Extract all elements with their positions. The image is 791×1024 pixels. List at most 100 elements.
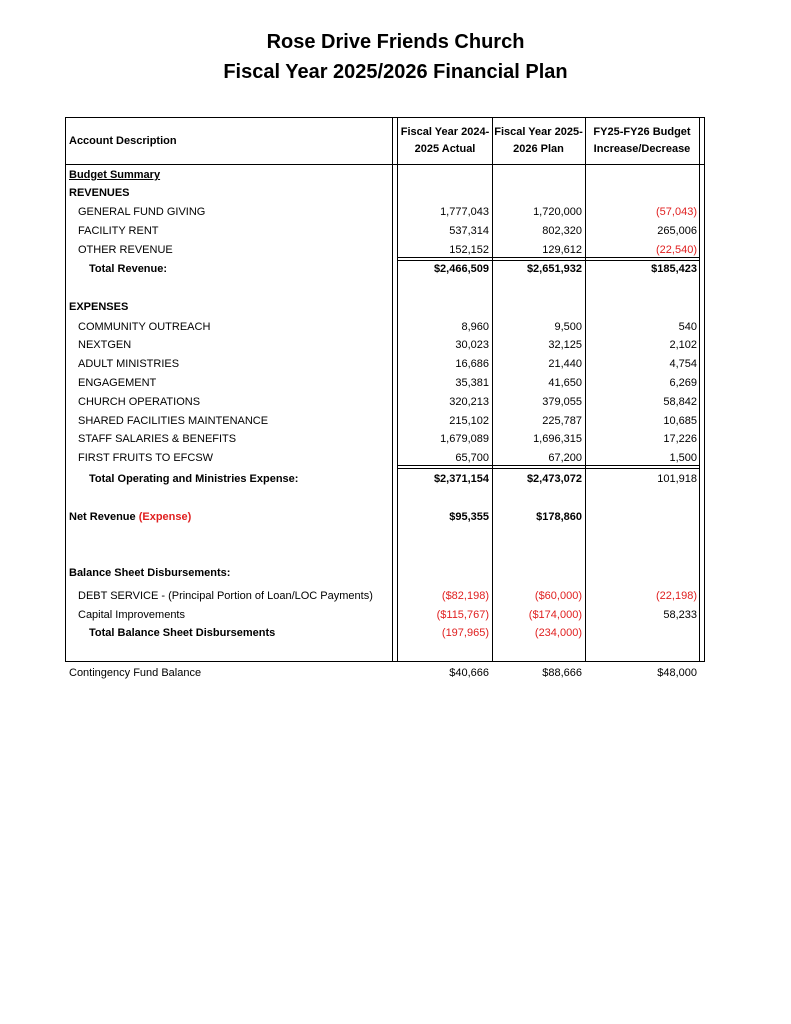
- row-label: REVENUES: [69, 186, 130, 200]
- row-label-text: Budget Summary: [69, 169, 161, 181]
- value-fy2526-plan: (234,000): [534, 627, 582, 639]
- row-label-text: Capital Improvements: [78, 609, 185, 621]
- value-fy2526-plan: $2,651,932: [526, 263, 582, 275]
- row-label-text: OTHER REVENUE: [78, 244, 173, 256]
- value-budget-change: (22,198): [656, 590, 697, 602]
- row-label-text: Total Operating and Ministries Expense:: [89, 473, 299, 485]
- row-label: Balance Sheet Disbursements:: [69, 566, 230, 580]
- row-label: GENERAL FUND GIVING: [78, 205, 205, 219]
- header-line: Fiscal Year 2024-: [400, 126, 490, 138]
- row-label: STAFF SALARIES & BENEFITS: [78, 432, 236, 446]
- row-label: Budget Summary: [69, 168, 160, 182]
- row-label: ENGAGEMENT: [78, 376, 156, 390]
- document-title: Rose Drive Friends Church: [266, 31, 525, 53]
- value-fy2526-plan: 802,320: [542, 225, 582, 237]
- value-fy2526-plan: 1,696,315: [533, 433, 582, 445]
- value-fy2526-plan: 225,787: [542, 415, 582, 427]
- header-budget-change: FY25-FY26 Budget Increase/Decrease: [585, 124, 699, 158]
- column-line: [492, 117, 493, 662]
- value-fy2526-plan: ($60,000): [534, 590, 582, 602]
- value-fy2526-plan: 21,440: [548, 358, 582, 370]
- value-fy2425-actual: 16,686: [455, 358, 489, 370]
- value-budget-change: 2,102: [669, 339, 697, 351]
- row-label: Net Revenue (Expense): [69, 510, 191, 524]
- row-label-text: Total Revenue:: [89, 263, 168, 275]
- table-border-top: [65, 117, 705, 118]
- value-fy2425-actual: 215,102: [449, 415, 489, 427]
- value-fy2425-actual: 30,023: [455, 339, 489, 351]
- row-label-text: ADULT MINISTRIES: [78, 358, 180, 370]
- column-line: [65, 117, 66, 662]
- column-line: [585, 117, 586, 662]
- header-line: 2026 Plan: [513, 143, 564, 155]
- header-line: 2025 Actual: [414, 143, 476, 155]
- document-subtitle: Fiscal Year 2025/2026 Financial Plan: [223, 61, 568, 83]
- value-fy2425-actual: $2,371,154: [433, 473, 489, 485]
- row-label: EXPENSES: [69, 300, 128, 314]
- value-budget-change: $185,423: [651, 263, 697, 275]
- value-fy2526-plan: 129,612: [542, 244, 582, 256]
- value-budget-change: 101,918: [657, 473, 697, 485]
- row-label-text: CHURCH OPERATIONS: [78, 396, 201, 408]
- value-budget-change: 265,006: [657, 225, 697, 237]
- row-label: Total Revenue:: [89, 262, 167, 276]
- value-fy2425-actual: ($115,767): [436, 609, 489, 621]
- value-fy2526-plan: 9,500: [554, 321, 582, 333]
- value-fy2425-actual: 320,213: [449, 396, 489, 408]
- row-label-text: NEXTGEN: [78, 339, 132, 351]
- value-fy2425-actual: 152,152: [449, 244, 489, 256]
- row-label-text: FIRST FRUITS TO EFCSW: [78, 452, 214, 464]
- value-fy2526-plan: 41,650: [548, 377, 582, 389]
- value-fy2425-actual: ($82,198): [441, 590, 489, 602]
- column-line: [392, 117, 393, 662]
- value-budget-change: 4,754: [669, 358, 697, 370]
- value-budget-change: 58,842: [663, 396, 697, 408]
- contingency-label: Contingency Fund Balance: [69, 667, 202, 679]
- value-budget-change: 6,269: [669, 377, 697, 389]
- total-revenue-double-rule: [398, 257, 699, 261]
- value-fy2425-actual: (197,965): [441, 627, 489, 639]
- row-label-text: SHARED FACILITIES MAINTENANCE: [78, 415, 269, 427]
- header-divider: [65, 164, 705, 165]
- row-label: Total Balance Sheet Disbursements: [89, 626, 275, 640]
- row-label: NEXTGEN: [78, 338, 131, 352]
- row-label: ADULT MINISTRIES: [78, 357, 179, 371]
- contingency-fy2526: $88,666: [542, 667, 582, 679]
- value-fy2526-plan: 32,125: [548, 339, 582, 351]
- row-label-text: Total Balance Sheet Disbursements: [89, 627, 276, 639]
- value-fy2425-actual: 35,381: [455, 377, 489, 389]
- value-fy2425-actual: $95,355: [449, 511, 489, 523]
- row-label: DEBT SERVICE - (Principal Portion of Loa…: [78, 589, 373, 603]
- row-label-text: Net Revenue: [69, 511, 136, 523]
- value-budget-change: (57,043): [656, 206, 697, 218]
- value-fy2526-plan: 1,720,000: [533, 206, 582, 218]
- value-fy2526-plan: $2,473,072: [526, 473, 582, 485]
- header-account-description: Account Description: [69, 135, 177, 147]
- column-line: [699, 117, 700, 662]
- value-budget-change: 540: [678, 321, 697, 333]
- row-label-text: Balance Sheet Disbursements:: [69, 567, 231, 579]
- value-fy2425-actual: 537,314: [449, 225, 489, 237]
- row-label: Capital Improvements: [78, 608, 185, 622]
- value-fy2425-actual: 8,960: [461, 321, 489, 333]
- row-label: CHURCH OPERATIONS: [78, 395, 200, 409]
- row-label-text: FACILITY RENT: [78, 225, 159, 237]
- row-label-text: GENERAL FUND GIVING: [78, 206, 206, 218]
- row-label: SHARED FACILITIES MAINTENANCE: [78, 414, 268, 428]
- row-label-text: ENGAGEMENT: [78, 377, 157, 389]
- value-fy2526-plan: 379,055: [542, 396, 582, 408]
- header-line: Fiscal Year 2025-: [494, 126, 583, 138]
- column-line: [397, 117, 398, 662]
- row-label-text: DEBT SERVICE - (Principal Portion of Loa…: [78, 590, 373, 602]
- contingency-fy2425: $40,666: [449, 667, 489, 679]
- row-label-text: COMMUNITY OUTREACH: [78, 321, 211, 333]
- value-fy2526-plan: $178,860: [536, 511, 582, 523]
- row-label: FIRST FRUITS TO EFCSW: [78, 451, 213, 465]
- row-label-text: STAFF SALARIES & BENEFITS: [78, 433, 237, 445]
- value-fy2526-plan: ($174,000): [528, 609, 582, 621]
- row-label: OTHER REVENUE: [78, 243, 173, 257]
- value-budget-change: 58,233: [663, 609, 697, 621]
- value-fy2425-actual: 1,679,089: [440, 433, 489, 445]
- row-label-suffix: (Expense): [138, 511, 192, 523]
